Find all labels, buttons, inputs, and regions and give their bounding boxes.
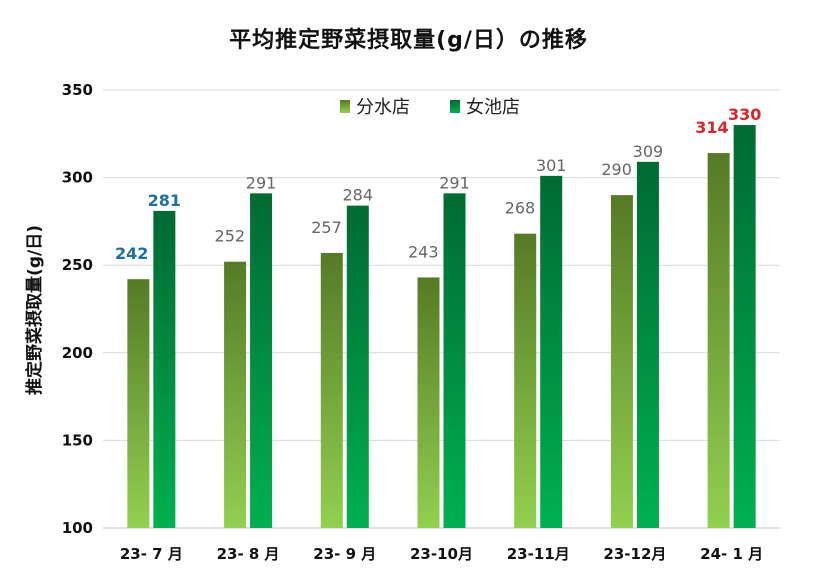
- bar-1: [610, 195, 633, 528]
- chart-title: 平均推定野菜摂取量(g/日）の推移: [229, 28, 588, 53]
- legend-label-2: 女池店: [466, 97, 520, 118]
- bar-1: [320, 252, 343, 528]
- legend-swatch-1: [340, 100, 350, 113]
- data-label: 268: [505, 199, 536, 218]
- data-label: 290: [601, 160, 632, 179]
- data-label: 252: [215, 227, 246, 246]
- bar-2: [733, 125, 756, 528]
- bars: [127, 125, 756, 529]
- data-label: 309: [633, 142, 664, 161]
- bar-1: [224, 261, 247, 528]
- data-label: 257: [311, 218, 342, 237]
- x-tick-label: 24- 1 月: [700, 545, 763, 563]
- data-label: 242: [115, 244, 148, 263]
- y-tick-label: 200: [62, 344, 93, 362]
- bar-2: [346, 205, 369, 528]
- y-tick-label: 150: [62, 431, 93, 449]
- gridlines: [103, 89, 780, 529]
- bar-1: [514, 233, 537, 528]
- x-tick-label: 23-10月: [410, 545, 473, 563]
- data-label: 301: [536, 156, 567, 175]
- data-label: 314: [695, 118, 728, 137]
- y-tick-label: 350: [62, 81, 93, 99]
- x-tick-label: 23- 9 月: [313, 545, 376, 563]
- bar-2: [636, 161, 659, 528]
- x-tick-label: 23- 8 月: [217, 545, 280, 563]
- x-tick-label: 23-12月: [603, 545, 666, 563]
- bar-1: [127, 279, 150, 528]
- data-label: 330: [728, 105, 761, 124]
- data-label: 284: [343, 186, 374, 205]
- data-label: 281: [148, 191, 181, 210]
- data-label: 291: [439, 173, 470, 192]
- x-axis-ticks: 23- 7 月 23- 8 月 23- 9 月 23-10月 23-11月 23-12月 2…: [120, 545, 763, 563]
- bar-1: [707, 153, 730, 528]
- y-tick-label: 300: [62, 169, 93, 187]
- y-tick-label: 100: [62, 519, 93, 537]
- y-axis-ticks: 100 150 200 250 300 350: [62, 81, 93, 537]
- bar-1: [417, 277, 440, 528]
- legend-swatch-2: [450, 100, 460, 113]
- legend-label-1: 分水店: [356, 97, 410, 118]
- legend: 分水店 女池店: [340, 97, 520, 118]
- bar-2: [153, 210, 176, 528]
- data-label: 291: [246, 173, 277, 192]
- x-tick-label: 23- 7 月: [120, 545, 183, 563]
- bar-2: [540, 175, 563, 528]
- bar-2: [443, 193, 466, 529]
- y-tick-label: 250: [62, 256, 93, 274]
- y-axis-label: 推定野菜摂取量(g/日): [24, 225, 45, 395]
- data-label: 243: [408, 242, 439, 261]
- bar-2: [250, 193, 273, 529]
- x-tick-label: 23-11月: [507, 545, 570, 563]
